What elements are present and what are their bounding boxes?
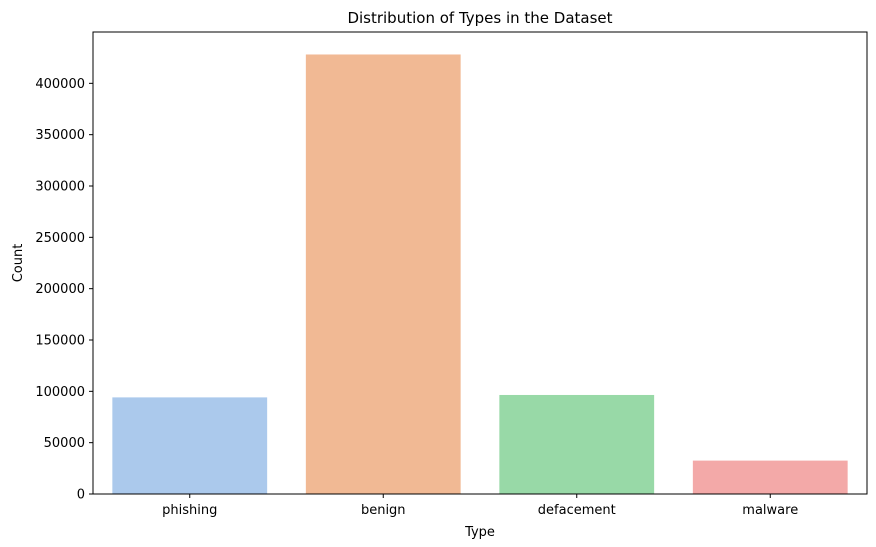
x-tick-label: defacement [538, 503, 616, 518]
bar-defacement [499, 394, 655, 494]
y-tick-label: 250000 [35, 231, 85, 246]
bars-layer [112, 54, 848, 494]
plot-frame [92, 31, 868, 495]
y-axis-ticks: 0 50000 100000 150000 200000 250000 300000 3500… [35, 77, 93, 503]
x-tick-label: malware [742, 503, 798, 518]
x-axis-ticks: phishing benign defacement malware [162, 494, 798, 518]
y-tick-label: 300000 [35, 180, 85, 195]
y-tick-label: 0 [77, 488, 85, 503]
x-axis-title: Type [464, 525, 495, 540]
bar-phishing [112, 397, 268, 494]
y-tick-label: 100000 [35, 385, 85, 400]
y-tick-label: 200000 [35, 282, 85, 297]
bar-malware [692, 460, 848, 494]
bar-benign [305, 54, 461, 494]
y-tick-label: 150000 [35, 334, 85, 349]
y-tick-label: 350000 [35, 128, 85, 143]
x-tick-label: benign [361, 503, 406, 518]
y-tick-label: 50000 [44, 436, 85, 451]
chart-title: Distribution of Types in the Dataset [347, 9, 612, 27]
x-tick-label: phishing [162, 503, 217, 518]
y-tick-label: 400000 [35, 77, 85, 92]
y-axis-title: Count [11, 244, 26, 283]
